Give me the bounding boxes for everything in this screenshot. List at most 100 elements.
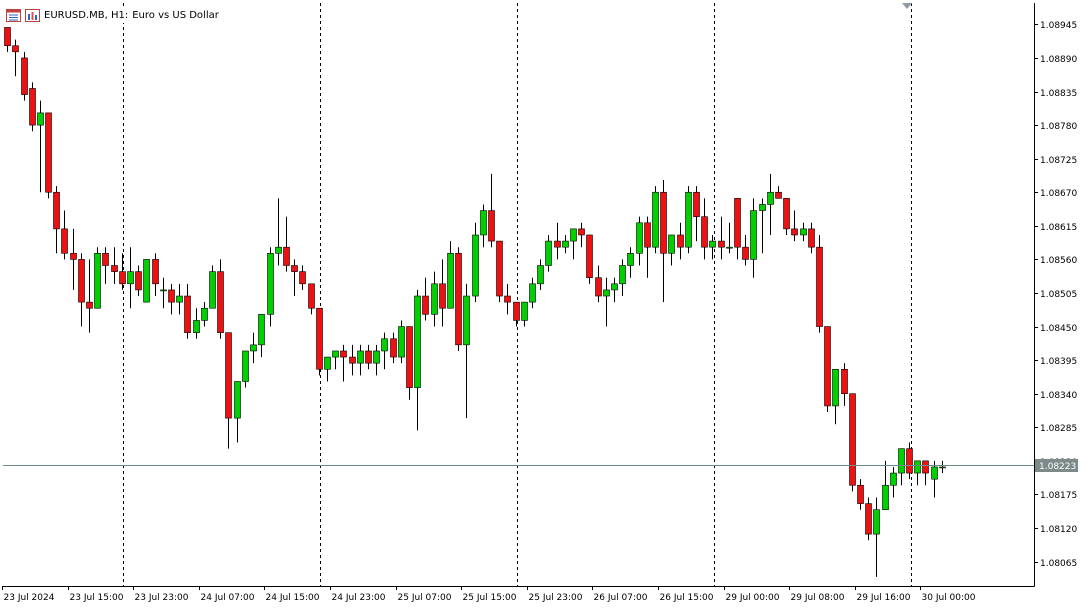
bear-candle-body [734,198,741,248]
bear-candle-body [4,27,11,47]
time-tick-label: 26 Jul 15:00 [660,593,714,603]
bull-candle-body [529,283,536,303]
bear-candle-body [808,228,815,248]
bear-candle-body [308,283,315,309]
bear-candle-body [53,191,60,230]
bull-candle-body [652,191,659,248]
time-tick-label: 29 Jul 16:00 [857,593,911,603]
bear-candle-body [340,350,347,358]
current-price-label-box [1035,459,1078,472]
bull-candle-body [381,338,388,352]
bull-candle-body [431,283,438,315]
bull-candle-body [800,228,807,236]
bear-candle-body [21,57,28,95]
bull-candle-body [832,368,839,407]
bull-candle-body [931,466,938,480]
bull-candle-body [398,326,405,358]
time-tick-label: 24 Jul 07:00 [201,593,255,603]
bull-candle-body [767,191,774,205]
bear-candle-body [586,234,593,279]
bear-candle-body [439,283,446,309]
bear-candle-body [775,191,782,199]
bull-candle-body [627,252,634,266]
bull-candle-body [160,289,167,292]
chart-properties-icon[interactable] [25,8,40,22]
bull-candle-body [570,228,577,242]
bear-candle-body [791,228,798,236]
bear-candle-body [29,88,36,126]
bear-candle-body [152,259,159,285]
time-tick-label: 26 Jul 07:00 [594,593,648,603]
bull-candle-body [242,350,249,382]
bull-candle-body [193,320,200,333]
bull-candle-body [258,314,265,346]
bear-candle-body [922,460,929,474]
bull-candle-body [357,350,364,364]
window-list-icon[interactable] [6,8,21,22]
chart-shift-marker-icon [902,3,912,9]
bear-candle-body [291,265,298,272]
chart-header: EURUSD.MB, H1: Euro vs US Dollar [6,7,219,23]
bear-candle-body [12,45,19,53]
bear-candle-body [513,301,520,321]
bear-candle-body [488,210,495,242]
bear-candle-body [578,228,585,236]
time-tick-label: 29 Jul 08:00 [791,593,845,603]
bear-candle-body [595,277,602,297]
bull-candle-body [267,252,274,315]
bull-candle-body [463,295,470,346]
bull-candle-body [545,240,552,266]
bear-candle-body [86,301,93,309]
price-tick-label: 1.08835 [1040,89,1077,99]
bear-candle-body [742,246,749,260]
price-tick-label: 1.08505 [1040,290,1077,300]
bull-candle-body [209,271,216,309]
bear-candle-body [693,191,700,217]
bull-candle-body [201,307,208,321]
bear-candle-body [70,252,77,260]
bull-candle-body [127,271,134,285]
bull-candle-body [611,283,618,291]
time-tick-label: 30 Jul 00:00 [922,593,976,603]
bear-candle-body [168,289,175,303]
chart-description-label: Euro vs US Dollar [132,9,219,21]
time-tick-label: 25 Jul 07:00 [398,593,452,603]
price-tick-label: 1.08725 [1040,156,1077,166]
time-tick-label: 24 Jul 15:00 [266,593,320,603]
price-tick-label: 1.08945 [1040,21,1077,31]
price-tick-label: 1.08780 [1040,122,1077,132]
price-tick-label: 1.08560 [1040,256,1077,266]
bull-candle-body [668,234,675,254]
price-tick-label: 1.08175 [1040,491,1077,501]
price-tick-label: 1.08450 [1040,324,1077,334]
bear-candle-body [857,484,864,504]
bear-candle-body [316,307,323,370]
bear-candle-body [816,246,823,327]
bear-candle-body [283,246,290,266]
bear-candle-body [906,448,913,474]
bear-candle-body [677,234,684,248]
bull-candle-body [332,350,339,358]
bear-candle-body [718,240,725,248]
bear-candle-body [841,368,848,395]
chart-symbol-label: EURUSD.MB, H1: [44,9,129,21]
bull-candle-body [373,350,380,364]
bull-candle-body [537,265,544,285]
bear-candle-body [849,393,856,486]
bear-candle-body [406,326,413,388]
bull-candle-body [898,448,905,474]
bull-candle-body [275,246,282,254]
price-tick-label: 1.08395 [1040,357,1077,367]
bull-candle-body [447,252,454,309]
bear-candle-body [61,228,68,254]
bull-candle-body [480,210,487,236]
bear-candle-body [422,295,429,315]
bull-candle-body [472,234,479,297]
bear-candle-body [135,271,142,291]
bull-candle-body [709,240,716,248]
bear-candle-body [111,265,118,272]
bear-candle-body [865,503,872,535]
bear-candle-body [299,271,306,285]
